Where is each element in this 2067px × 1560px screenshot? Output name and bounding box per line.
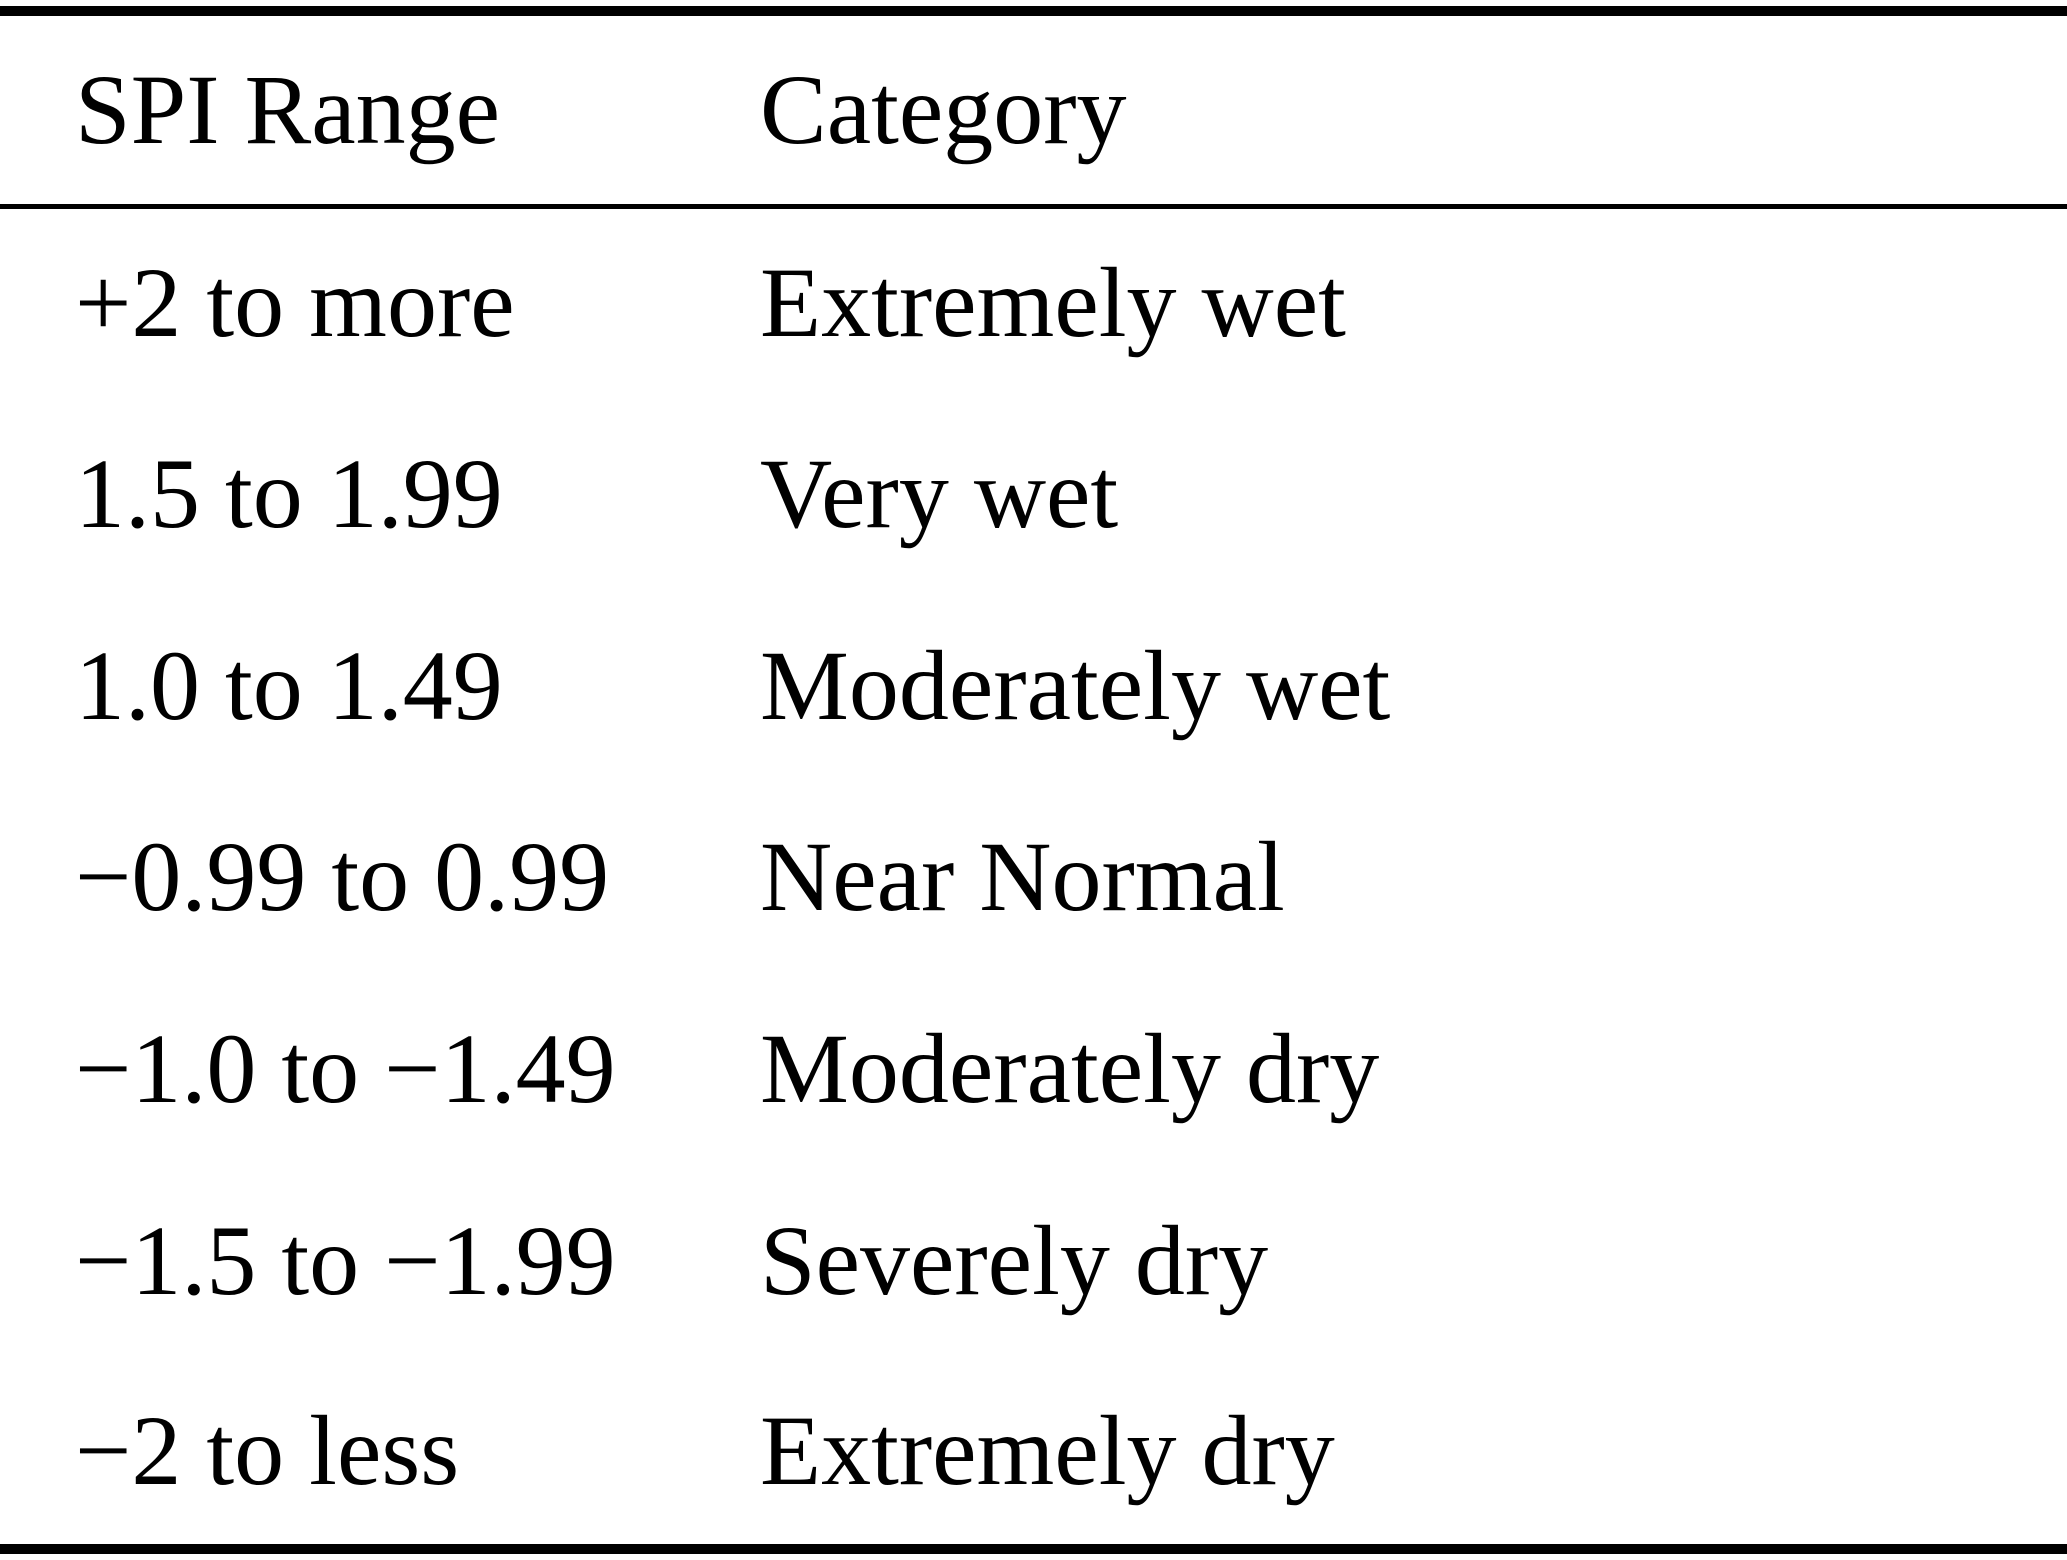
header-row: SPI Range Category — [0, 11, 2067, 206]
spi-range-cell: −2 to less — [75, 1394, 460, 1506]
table-row: +2 to more Extremely wet — [0, 206, 2067, 398]
category-cell: Near Normal — [760, 821, 1285, 933]
table-row: −0.99 to 0.99 Near Normal — [0, 782, 2067, 974]
spi-range-cell: 1.0 to 1.49 — [75, 629, 503, 741]
category-cell: Moderately dry — [760, 1013, 1380, 1125]
category-cell: Moderately wet — [760, 629, 1391, 741]
column-header-spi-range: SPI Range — [75, 53, 500, 165]
category-cell: Extremely wet — [760, 247, 1346, 359]
spi-range-cell: −1.0 to −1.49 — [75, 1013, 616, 1125]
category-cell: Very wet — [760, 437, 1119, 549]
table-row: −1.5 to −1.99 Severely dry — [0, 1165, 2067, 1357]
column-header-category: Category — [760, 53, 1127, 165]
table-row: −1.0 to −1.49 Moderately dry — [0, 973, 2067, 1165]
spi-range-cell: −1.5 to −1.99 — [75, 1205, 616, 1317]
spi-classification-table: SPI Range Category +2 to more Extremely … — [0, 6, 2067, 1554]
category-cell: Severely dry — [760, 1205, 1269, 1317]
table-body: +2 to more Extremely wet 1.5 to 1.99 Ver… — [0, 206, 2067, 1549]
table-header: SPI Range Category — [0, 11, 2067, 206]
spi-range-cell: +2 to more — [75, 247, 515, 359]
spi-range-cell: 1.5 to 1.99 — [75, 437, 503, 549]
table-row: 1.5 to 1.99 Very wet — [0, 398, 2067, 590]
table-row: −2 to less Extremely dry — [0, 1357, 2067, 1549]
table-row: 1.0 to 1.49 Moderately wet — [0, 590, 2067, 782]
spi-range-cell: −0.99 to 0.99 — [75, 821, 610, 933]
category-cell: Extremely dry — [760, 1394, 1335, 1506]
